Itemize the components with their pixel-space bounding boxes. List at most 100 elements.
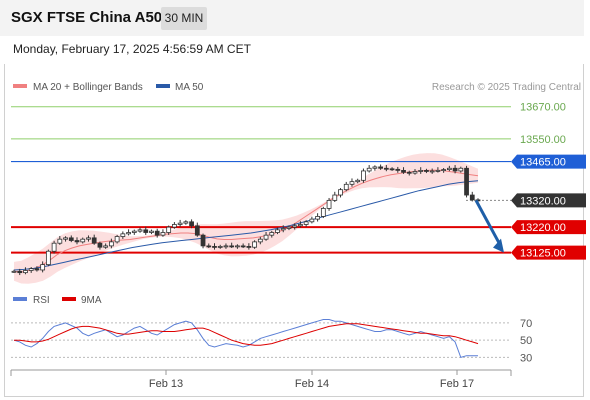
candle-body	[269, 232, 275, 236]
level-label-13320.00: 13320.00	[520, 195, 566, 207]
candle-body	[280, 228, 286, 231]
level-lines	[11, 106, 511, 254]
candle-body	[355, 179, 361, 183]
candle-body	[51, 242, 57, 252]
candle-body	[63, 237, 68, 240]
level-label-13220.00: 13220.00	[520, 222, 566, 234]
candle-body	[469, 194, 475, 201]
candle-body	[235, 245, 240, 248]
candle-body	[332, 194, 338, 201]
candle-body	[143, 229, 149, 233]
instrument-title: SGX FTSE China A50	[11, 9, 163, 26]
ma20-line	[13, 169, 479, 273]
candle-body	[424, 170, 429, 172]
candle-body	[441, 169, 447, 172]
level-label-13465.00: 13465.00	[520, 157, 566, 169]
candle-body	[458, 167, 464, 172]
candle-body	[34, 268, 40, 271]
candle-body	[401, 170, 406, 173]
rsi-tick-50: 50	[520, 335, 532, 347]
level-tag-13320.00	[511, 193, 586, 208]
moving-averages	[13, 169, 479, 273]
candle-body	[223, 245, 229, 248]
x-tick-label-1: Feb 14	[295, 378, 329, 390]
rsi-tick-70: 70	[520, 318, 532, 330]
candle-body	[378, 166, 383, 169]
forecast-arrow	[474, 199, 504, 253]
candle-body	[91, 237, 97, 244]
x-tick-label-0: Feb 13	[149, 378, 183, 390]
candle-body	[80, 238, 86, 243]
level-label-13550.00: 13550.00	[520, 134, 566, 146]
candle-body	[45, 250, 51, 266]
candle-body	[149, 230, 154, 233]
candle-body	[57, 238, 63, 244]
credit-text: Research © 2025 Trading Central	[432, 82, 581, 93]
bollinger-band-area	[14, 153, 478, 284]
header-bar: SGX FTSE China A50 30 MIN	[0, 0, 584, 36]
rsi-legend: RSI 9MA	[13, 295, 102, 306]
candle-body	[343, 183, 349, 191]
candle-body	[189, 221, 194, 227]
candle-body	[23, 270, 28, 274]
candle-body	[326, 199, 332, 209]
candle-body	[109, 241, 114, 247]
level-tag-13220.00	[511, 220, 586, 235]
candle-body	[349, 181, 355, 185]
price-legend: MA 20 + Bollinger Bands MA 50 Research ©…	[13, 82, 581, 93]
timeframe-button[interactable]: 30 MIN	[161, 7, 207, 30]
level-tag-13465.00	[511, 154, 586, 169]
forecast-arrow-shaft	[474, 199, 503, 248]
candle-body	[166, 226, 172, 233]
timestamp: Monday, February 17, 2025 4:56:59 AM CET	[13, 42, 251, 56]
candle-body	[252, 241, 257, 248]
ma9-legend-swatch	[62, 297, 76, 301]
candle-body	[212, 246, 217, 248]
forecast-arrow-head	[493, 238, 504, 253]
candle-body	[103, 245, 109, 248]
candle-body	[206, 245, 212, 248]
ma9-legend-label: 9MA	[81, 295, 102, 306]
level-label-13125.00: 13125.00	[520, 248, 566, 260]
candle-body	[435, 170, 441, 172]
candle-body	[286, 226, 292, 229]
candle-body	[240, 245, 246, 248]
candle-body	[418, 170, 424, 172]
candle-body	[412, 171, 418, 174]
candle-body	[406, 171, 412, 174]
rsi-line	[13, 319, 478, 359]
ma50-legend-label: MA 50	[175, 82, 204, 93]
rsi-panel: 70 50 30	[11, 318, 532, 364]
candle-body	[372, 166, 378, 169]
candle-body	[194, 225, 200, 236]
candle-body	[160, 232, 166, 236]
candle-body	[446, 167, 452, 171]
candle-body	[137, 229, 143, 232]
candle-body	[120, 233, 126, 237]
candle-body	[246, 246, 252, 248]
candle-body	[275, 229, 280, 233]
candle-body	[183, 221, 189, 224]
candle-body	[217, 246, 223, 248]
candle-body	[395, 168, 401, 171]
candle-body	[126, 232, 131, 235]
candle-body	[309, 218, 315, 223]
candle-body	[298, 224, 303, 227]
candle-body	[229, 245, 235, 248]
candle-body	[17, 270, 23, 274]
rsi-legend-swatch	[13, 297, 27, 301]
candle-body	[389, 168, 395, 171]
level-label-13670.00: 13670.00	[520, 102, 566, 114]
candle-body	[303, 221, 309, 225]
candle-body	[40, 264, 46, 271]
ma50-line	[13, 180, 479, 271]
ma9-line	[14, 323, 479, 346]
level-labels: 13670.00 13550.00 13465.00 13320.00 13220.00…	[511, 102, 586, 260]
bollinger-band-fill	[14, 153, 478, 284]
candle-body	[11, 270, 17, 273]
candle-body	[114, 236, 120, 243]
candle-body	[131, 230, 137, 233]
price-series	[11, 164, 481, 276]
candle-body	[172, 224, 177, 228]
